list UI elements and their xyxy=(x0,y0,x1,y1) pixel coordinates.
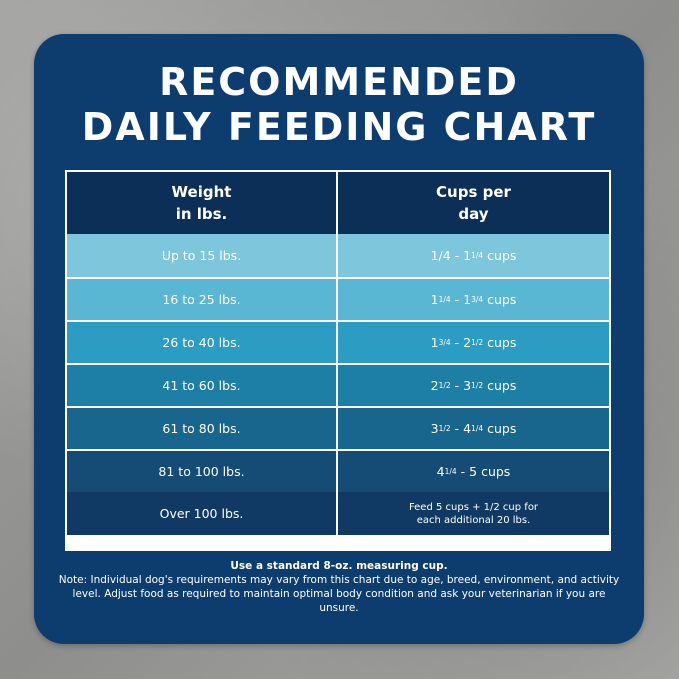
amount-end: 1 xyxy=(463,292,472,307)
feeding-chart-card: RECOMMENDED DAILY FEEDING CHART Weight i… xyxy=(34,34,644,644)
cups-cell: 1/4 - 1 1/4 cups xyxy=(430,248,517,263)
cups-cell: 2 1/2 - 3 1/2 cups xyxy=(430,378,517,393)
title-line-2: DAILY FEEDING CHART xyxy=(81,105,597,149)
table-header-row: Weight in lbs. Cups per day xyxy=(67,172,609,234)
weight-cell: 81 to 100 lbs. xyxy=(67,451,338,492)
feeding-table: Weight in lbs. Cups per day Up to 15 lbs… xyxy=(65,170,611,551)
cups-line-2: each additional 20 lbs. xyxy=(416,514,531,526)
table-row: 81 to 100 lbs. 4 1/4 - 5 cups xyxy=(67,449,609,492)
disclaimer-text: Note: Individual dog's requirements may … xyxy=(58,574,620,614)
header-cups: Cups per day xyxy=(338,172,609,234)
amount-end: 3 xyxy=(463,378,472,393)
table-row: Over 100 lbs. Feed 5 cups + 1/2 cup for … xyxy=(67,492,609,535)
cups-cell: Feed 5 cups + 1/2 cup for each additiona… xyxy=(338,492,609,535)
range-separator: - xyxy=(450,421,464,436)
table-row: 16 to 25 lbs. 1 1/4 - 1 3/4 cups xyxy=(67,277,609,320)
header-weight-line-1: Weight xyxy=(171,183,232,201)
unit-label: cups xyxy=(483,292,517,307)
amount-start: 1 xyxy=(430,292,439,307)
amount-end: 5 xyxy=(469,464,478,479)
cups-cell: 4 1/4 - 5 cups xyxy=(436,464,511,479)
header-cups-line-2: day xyxy=(458,205,489,223)
weight-cell: 61 to 80 lbs. xyxy=(67,408,338,449)
range-separator: - xyxy=(450,248,464,263)
header-weight-line-2: in lbs. xyxy=(175,205,228,223)
amount-start: 1/4 xyxy=(430,248,451,263)
weight-cell: 26 to 40 lbs. xyxy=(67,322,338,363)
title-line-1: RECOMMENDED xyxy=(159,60,519,104)
weight-cell: 16 to 25 lbs. xyxy=(67,279,338,320)
cups-cell: 3 1/2 - 4 1/4 cups xyxy=(430,421,517,436)
range-separator: - xyxy=(450,378,464,393)
unit-label: cups xyxy=(483,378,517,393)
header-weight: Weight in lbs. xyxy=(67,172,338,234)
measuring-cup-note: Use a standard 8-oz. measuring cup. xyxy=(230,560,448,572)
table-row: 26 to 40 lbs. 1 3/4 - 2 1/2 cups xyxy=(67,320,609,363)
amount-end: 1 xyxy=(463,248,472,263)
cups-line-1: Feed 5 cups + 1/2 cup for xyxy=(408,501,539,513)
cups-cell: 1 3/4 - 2 1/2 cups xyxy=(430,335,517,350)
weight-cell: Up to 15 lbs. xyxy=(67,234,338,277)
weight-cell: 41 to 60 lbs. xyxy=(67,365,338,406)
table-row: 61 to 80 lbs. 3 1/2 - 4 1/4 cups xyxy=(67,406,609,449)
unit-label: cups xyxy=(477,464,511,479)
weight-cell: Over 100 lbs. xyxy=(67,492,338,535)
footnote: Use a standard 8-oz. measuring cup. Note… xyxy=(54,559,624,615)
range-separator: - xyxy=(450,292,464,307)
range-separator: - xyxy=(450,335,464,350)
table-row: 41 to 60 lbs. 2 1/2 - 3 1/2 cups xyxy=(67,363,609,406)
amount-start: 1 xyxy=(430,335,439,350)
unit-label: cups xyxy=(483,248,517,263)
header-cups-line-1: Cups per xyxy=(436,183,511,201)
unit-label: cups xyxy=(483,335,517,350)
amount-start: 4 xyxy=(436,464,445,479)
amount-start: 2 xyxy=(430,378,439,393)
unit-label: cups xyxy=(483,421,517,436)
amount-end: 2 xyxy=(463,335,472,350)
range-separator: - xyxy=(456,464,470,479)
amount-end: 4 xyxy=(463,421,472,436)
cups-cell: 1 1/4 - 1 3/4 cups xyxy=(430,292,517,307)
amount-start: 3 xyxy=(430,421,439,436)
table-row: Up to 15 lbs. 1/4 - 1 1/4 cups xyxy=(67,234,609,277)
